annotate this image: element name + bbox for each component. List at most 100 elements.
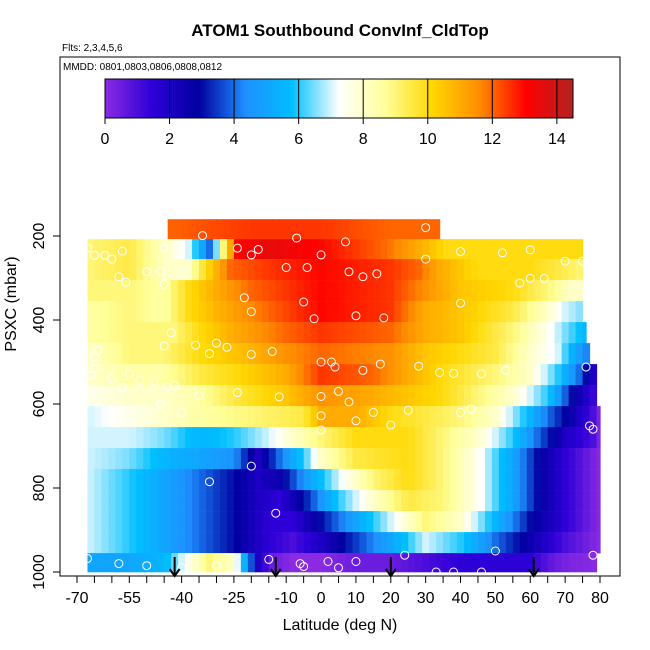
heatmap-cell <box>512 511 521 533</box>
heatmap-cell <box>422 532 430 554</box>
heatmap-cell <box>206 301 214 323</box>
heatmap-cell <box>185 239 193 260</box>
data-point <box>211 561 221 571</box>
heatmap-cell <box>373 532 381 554</box>
heatmap-cell <box>101 448 109 470</box>
heatmap-cell <box>226 448 235 470</box>
heatmap-cell <box>331 343 340 365</box>
heatmap-cell <box>561 280 570 302</box>
heatmap-cell <box>275 511 284 533</box>
heatmap-cell <box>219 511 228 533</box>
heatmap-cell <box>251 219 259 240</box>
heatmap-cell <box>575 364 584 386</box>
heatmap-cell <box>491 469 500 491</box>
heatmap-cell <box>498 490 507 512</box>
heatmap-cell <box>115 322 123 344</box>
heatmap-cell <box>282 532 291 554</box>
heatmap-cell <box>268 364 277 386</box>
heatmap-cell <box>247 343 256 365</box>
heatmap-cell <box>443 553 451 573</box>
heatmap-cell <box>101 553 109 573</box>
heatmap-cell <box>115 301 123 323</box>
data-point <box>177 269 187 279</box>
heatmap-cell <box>533 322 542 344</box>
heatmap-cell <box>526 280 535 302</box>
heatmap-cell <box>185 301 193 323</box>
data-point <box>117 246 127 256</box>
heatmap-cell <box>547 239 556 260</box>
heatmap-cell <box>359 385 367 407</box>
colorbar-tick-label: 2 <box>165 131 174 148</box>
heatmap-cell <box>443 322 451 344</box>
heatmap-cell <box>310 301 319 323</box>
data-point <box>246 307 256 317</box>
heatmap-cell <box>171 511 179 533</box>
heatmap-cell <box>547 406 556 428</box>
heatmap-cell <box>150 322 158 344</box>
heatmap-cell <box>226 490 235 512</box>
heatmap-cell <box>94 301 103 323</box>
heatmap-cell <box>561 553 570 573</box>
heatmap-cell <box>422 239 430 260</box>
heatmap-cell <box>219 280 228 302</box>
heatmap-cell <box>484 280 493 302</box>
heatmap-cell <box>216 219 225 240</box>
heatmap-cell <box>387 259 395 281</box>
heatmap-cell <box>457 427 465 449</box>
heatmap-cell <box>268 448 277 470</box>
heatmap-cell <box>199 406 207 428</box>
heatmap-cell <box>373 406 381 428</box>
heatmap-cell <box>328 219 336 240</box>
data-point <box>211 338 221 348</box>
data-point <box>330 362 340 372</box>
heatmap-cell <box>136 239 144 260</box>
heatmap-cell <box>247 511 256 533</box>
heatmap-cell <box>429 239 437 260</box>
colorbar-tick-label: 10 <box>419 131 437 148</box>
heatmap-cell <box>129 427 137 449</box>
heatmap-cell <box>401 364 409 386</box>
heatmap-cell <box>338 532 347 554</box>
heatmap-cell <box>331 553 340 573</box>
heatmap-cell <box>373 322 381 344</box>
heatmap-cell <box>331 490 340 512</box>
heatmap-cell <box>87 322 96 344</box>
heatmap-cell <box>352 322 361 344</box>
heatmap-cell <box>317 322 326 344</box>
heatmap-cell <box>87 385 96 407</box>
heatmap-cell <box>498 469 507 491</box>
heatmap-cell <box>429 532 437 554</box>
heatmap-cell <box>115 469 123 491</box>
heatmap-cell <box>561 448 570 470</box>
heatmap-cell <box>450 239 458 260</box>
heatmap-cell <box>526 532 535 554</box>
heatmap-cell <box>415 553 423 573</box>
heatmap-cell <box>296 322 305 344</box>
heatmap-cell <box>575 280 584 302</box>
heatmap-cell <box>317 469 326 491</box>
heatmap-cell <box>310 343 319 365</box>
heatmap-cell <box>192 259 200 281</box>
heatmap-cell <box>226 280 235 302</box>
heatmap-cell <box>254 239 263 260</box>
data-point <box>490 546 500 556</box>
heatmap-cell <box>136 448 144 470</box>
heatmap-cell <box>484 364 493 386</box>
heatmap-cell <box>408 239 416 260</box>
heatmap-cell <box>568 469 577 491</box>
heatmap-cell <box>268 385 277 407</box>
heatmap-cell <box>282 406 291 428</box>
heatmap-cell <box>296 364 305 386</box>
heatmap-cell <box>164 322 172 344</box>
heatmap-cell <box>226 511 235 533</box>
heatmap-cell <box>359 301 367 323</box>
heatmap-cell <box>561 301 570 323</box>
heatmap-cell <box>394 322 402 344</box>
heatmap-cell <box>457 301 465 323</box>
heatmap-cell <box>143 553 151 573</box>
heatmap-cell <box>307 219 315 240</box>
heatmap-cell <box>254 385 263 407</box>
heatmap-cell <box>401 490 409 512</box>
heatmap-cell <box>366 406 374 428</box>
heatmap-cell <box>275 385 284 407</box>
